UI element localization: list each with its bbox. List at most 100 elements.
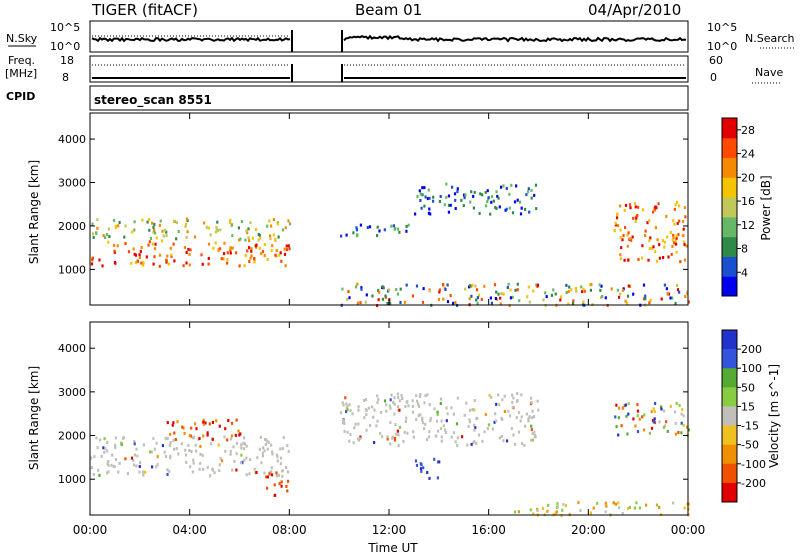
echo-cell — [164, 436, 167, 440]
echo-cell — [617, 224, 620, 228]
echo-cell — [226, 438, 229, 442]
echo-cell — [140, 261, 143, 265]
echo-cell — [537, 408, 540, 412]
echo-cell — [114, 443, 117, 447]
echo-cell — [644, 294, 647, 298]
echo-cell — [377, 289, 380, 293]
echo-cell — [347, 290, 350, 294]
echo-cell — [441, 283, 445, 287]
echo-cell — [270, 249, 273, 253]
echo-cell — [114, 446, 117, 449]
echo-cell — [420, 469, 423, 473]
echo-cell — [343, 429, 346, 433]
echo-cell — [419, 192, 422, 196]
echo-cell — [277, 235, 280, 239]
echo-cell — [421, 416, 424, 420]
echo-cell — [285, 485, 288, 488]
echo-cell — [243, 442, 246, 446]
echo-cell — [163, 228, 167, 232]
echo-cell — [604, 296, 607, 300]
echo-cell — [498, 403, 501, 407]
echo-cell — [169, 456, 172, 460]
echo-cell — [490, 395, 493, 399]
echo-cell — [660, 407, 663, 411]
echo-cell — [604, 501, 607, 505]
colorbar-swatch — [722, 330, 737, 350]
echo-cell — [402, 440, 405, 443]
echo-cell — [165, 234, 168, 238]
echo-cell — [97, 468, 100, 472]
echo-cell — [645, 503, 648, 507]
echo-cell — [224, 427, 227, 431]
colorbar-tick-label: 28 — [741, 124, 755, 137]
echo-cell — [202, 422, 205, 426]
echo-cell — [161, 229, 164, 233]
echo-cell — [149, 450, 152, 454]
echo-cell — [133, 453, 136, 457]
echo-cell — [383, 399, 387, 403]
echo-cell — [360, 287, 363, 291]
echo-cell — [449, 203, 452, 207]
echo-cell — [139, 461, 142, 465]
echo-cell — [446, 300, 450, 304]
echo-cell — [473, 408, 476, 412]
echo-cell — [218, 424, 221, 428]
colorbar-tick-label: 100 — [741, 362, 762, 375]
echo-cell — [393, 438, 397, 442]
echo-cell — [223, 252, 226, 256]
echo-cell — [633, 506, 636, 510]
echo-cell — [383, 228, 386, 232]
echo-cell — [401, 397, 404, 401]
echo-cell — [398, 408, 401, 412]
echo-cell — [676, 201, 679, 204]
echo-cell — [266, 447, 269, 451]
echo-cell — [185, 261, 188, 265]
x-tick-label: 16:00 — [471, 523, 506, 537]
echo-cell — [452, 301, 455, 305]
echo-cell — [223, 435, 226, 439]
echo-cell — [499, 302, 502, 306]
echo-cell — [266, 486, 269, 490]
echo-cell — [158, 264, 161, 268]
echo-cell — [682, 240, 686, 244]
echo-cell — [107, 470, 110, 474]
echo-cell — [646, 221, 649, 225]
echo-cell — [423, 204, 426, 208]
echo-cell — [113, 465, 116, 469]
echo-cell — [488, 394, 491, 398]
echo-cell — [530, 424, 533, 428]
echo-cell — [467, 425, 470, 428]
x-tick-label: 00:00 — [73, 523, 108, 537]
echo-cell — [674, 239, 677, 243]
echo-cell — [675, 250, 678, 254]
echo-cell — [204, 421, 207, 425]
echo-cell — [556, 502, 559, 506]
echo-cell — [90, 466, 93, 470]
echo-cell — [665, 287, 668, 291]
echo-cell — [418, 394, 421, 398]
echo-cell — [142, 261, 145, 265]
echo-cell — [368, 225, 372, 229]
echo-cell — [363, 399, 366, 402]
echo-cell — [262, 446, 265, 450]
echo-cell — [113, 243, 116, 247]
echo-cell — [371, 405, 374, 409]
echo-cell — [229, 246, 232, 250]
echo-cell — [669, 231, 672, 234]
echo-cell — [286, 444, 289, 448]
echo-cell — [123, 235, 126, 239]
echo-cell — [474, 284, 477, 288]
echo-cell — [493, 420, 496, 424]
echo-cell — [166, 473, 169, 476]
echo-cell — [356, 233, 359, 237]
echo-cell — [438, 200, 441, 203]
echo-cell — [341, 401, 344, 405]
echo-cell — [91, 232, 95, 236]
echo-cell — [250, 254, 253, 258]
echo-cell — [495, 290, 498, 294]
echo-cell — [280, 484, 283, 488]
echo-cell — [152, 230, 155, 234]
echo-cell — [285, 248, 289, 252]
echo-cell — [356, 301, 359, 305]
